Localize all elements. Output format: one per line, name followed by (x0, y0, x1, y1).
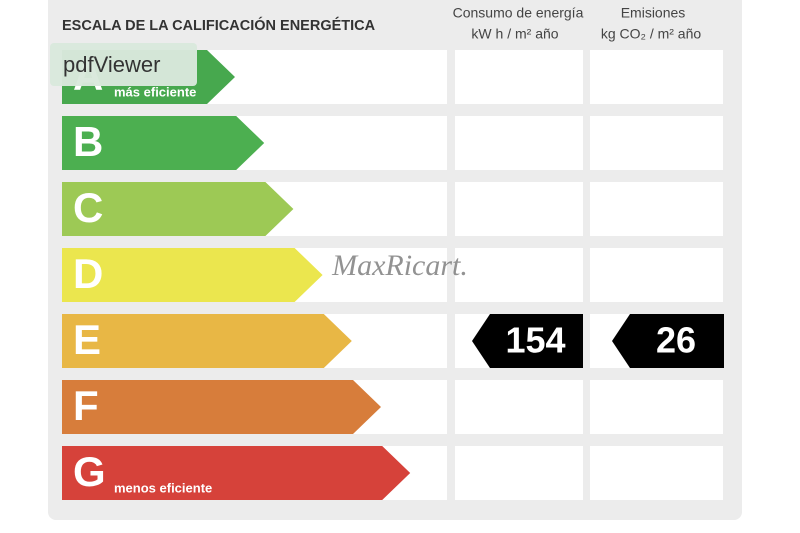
emissions-value: 26 (656, 320, 696, 361)
rating-arrow (62, 182, 294, 236)
emissions-cell (590, 116, 723, 170)
consumption-cell (455, 380, 583, 434)
emissions-cell (590, 446, 723, 500)
emissions-cell (590, 380, 723, 434)
consumption-cell (455, 446, 583, 500)
tooltip-box (50, 43, 197, 86)
emissions-cell (590, 50, 723, 104)
rating-arrow (62, 116, 265, 170)
emissions-unit: kg CO₂ / m² año (601, 26, 702, 42)
rating-letter: F (73, 382, 99, 429)
consumption-unit: kW h / m² año (471, 26, 558, 42)
rating-arrow (62, 380, 381, 434)
rating-note: más eficiente (114, 84, 196, 99)
rating-letter: G (73, 448, 106, 495)
rating-arrow (62, 446, 411, 500)
consumption-cell (455, 248, 583, 302)
emissions-badge (612, 314, 724, 368)
emissions-cell (590, 182, 723, 236)
emissions-header: Emisiones (621, 5, 686, 21)
watermark: MaxRicart. (331, 249, 468, 282)
rating-letter: D (73, 250, 103, 297)
consumption-value: 154 (505, 320, 565, 361)
consumption-header: Consumo de energía (453, 5, 584, 21)
rating-letter: C (73, 184, 103, 231)
rating-letter: B (73, 118, 103, 165)
title: ESCALA DE LA CALIFICACIÓN ENERGÉTICA (62, 16, 376, 34)
tooltip: pdfViewer (63, 52, 160, 77)
consumption-cell (455, 116, 583, 170)
rating-note: menos eficiente (114, 480, 212, 495)
consumption-cell (455, 50, 583, 104)
rating-arrow (62, 314, 352, 368)
rating-letter: E (73, 316, 101, 363)
consumption-cell (455, 182, 583, 236)
consumption-badge (472, 314, 583, 368)
emissions-cell (590, 248, 723, 302)
rating-arrow (62, 248, 323, 302)
